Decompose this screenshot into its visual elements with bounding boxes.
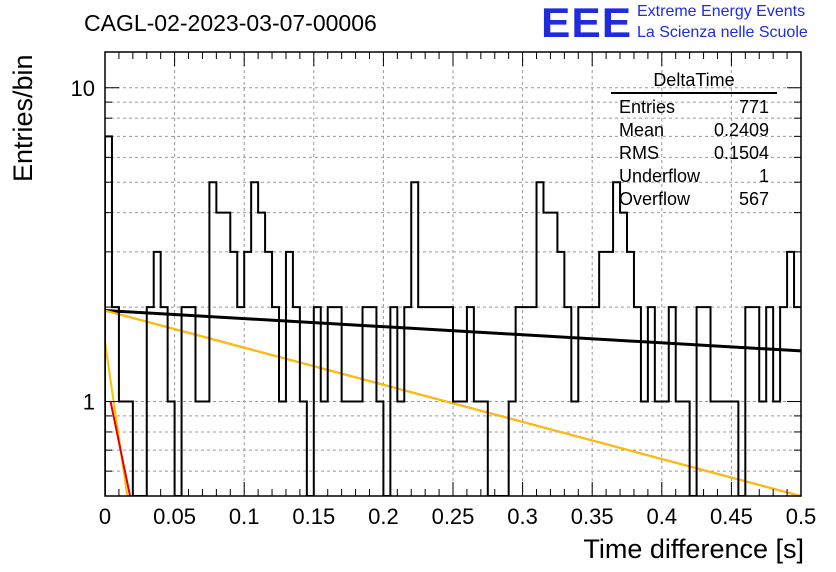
stats-row-mean: Mean 0.2409 [611, 119, 777, 142]
x-tick-label: 0.25 [432, 504, 475, 529]
x-tick-label: 0 [99, 504, 111, 529]
stats-title: DeltaTime [653, 70, 735, 90]
x-axis-label: Time difference [s] [583, 534, 804, 564]
logo-line-2: La Scienza nelle Scuole [637, 24, 808, 41]
x-tick-label: 0.45 [710, 504, 753, 529]
stats-label: RMS [619, 143, 659, 163]
histogram-line [105, 135, 801, 496]
plot-frame [104, 51, 802, 497]
stats-value: 771 [738, 97, 769, 117]
chart-title: CAGL-02-2023-03-07-00006 [84, 10, 377, 36]
stats-label: Entries [619, 97, 676, 117]
stats-label: Mean [619, 120, 665, 140]
stats-value: 1 [758, 166, 769, 186]
stats-label: Underflow [619, 166, 701, 186]
x-tick-label: 0.35 [571, 504, 614, 529]
logo-line-1: Extreme Energy Events [637, 3, 806, 20]
y-tick-label: 1 [83, 390, 95, 415]
fit-curve-4 [104, 341, 129, 497]
y-axis-label: Entries/bin [8, 54, 38, 182]
stats-row-entries: Entries 771 [611, 96, 777, 119]
x-tick-label: 0.2 [368, 504, 399, 529]
fit-curve-3 [104, 309, 802, 498]
stats-row-overflow: Overflow 567 [611, 188, 777, 211]
y-tick-label: 10 [71, 76, 95, 101]
stats-label: Overflow [619, 189, 691, 209]
stats-row-underflow: Underflow 1 [611, 165, 777, 188]
x-tick-label: 0.4 [647, 504, 678, 529]
stats-box: DeltaTime Entries 771 Mean 0.2409 RMS 0.… [611, 68, 777, 211]
x-tick-label: 0.15 [292, 504, 335, 529]
x-tick-label: 0.3 [507, 504, 538, 529]
stats-value: 0.2409 [713, 120, 769, 140]
eee-logo: EEE [541, 0, 633, 47]
x-tick-label: 0.05 [153, 504, 196, 529]
stats-divider [611, 92, 777, 94]
histogram-layer [105, 135, 801, 496]
stats-value: 567 [738, 189, 769, 209]
axis-layer: 0 0.05 0.1 0.15 0.2 0.25 0.3 0.35 0.4 0.45 0.5 1 10 [71, 51, 817, 529]
stats-value: 0.1504 [713, 143, 769, 163]
x-tick-label: 0.5 [786, 504, 817, 529]
x-tick-label: 0.1 [229, 504, 260, 529]
fit-curve-5 [109, 401, 132, 497]
stats-row-rms: RMS 0.1504 [611, 142, 777, 165]
